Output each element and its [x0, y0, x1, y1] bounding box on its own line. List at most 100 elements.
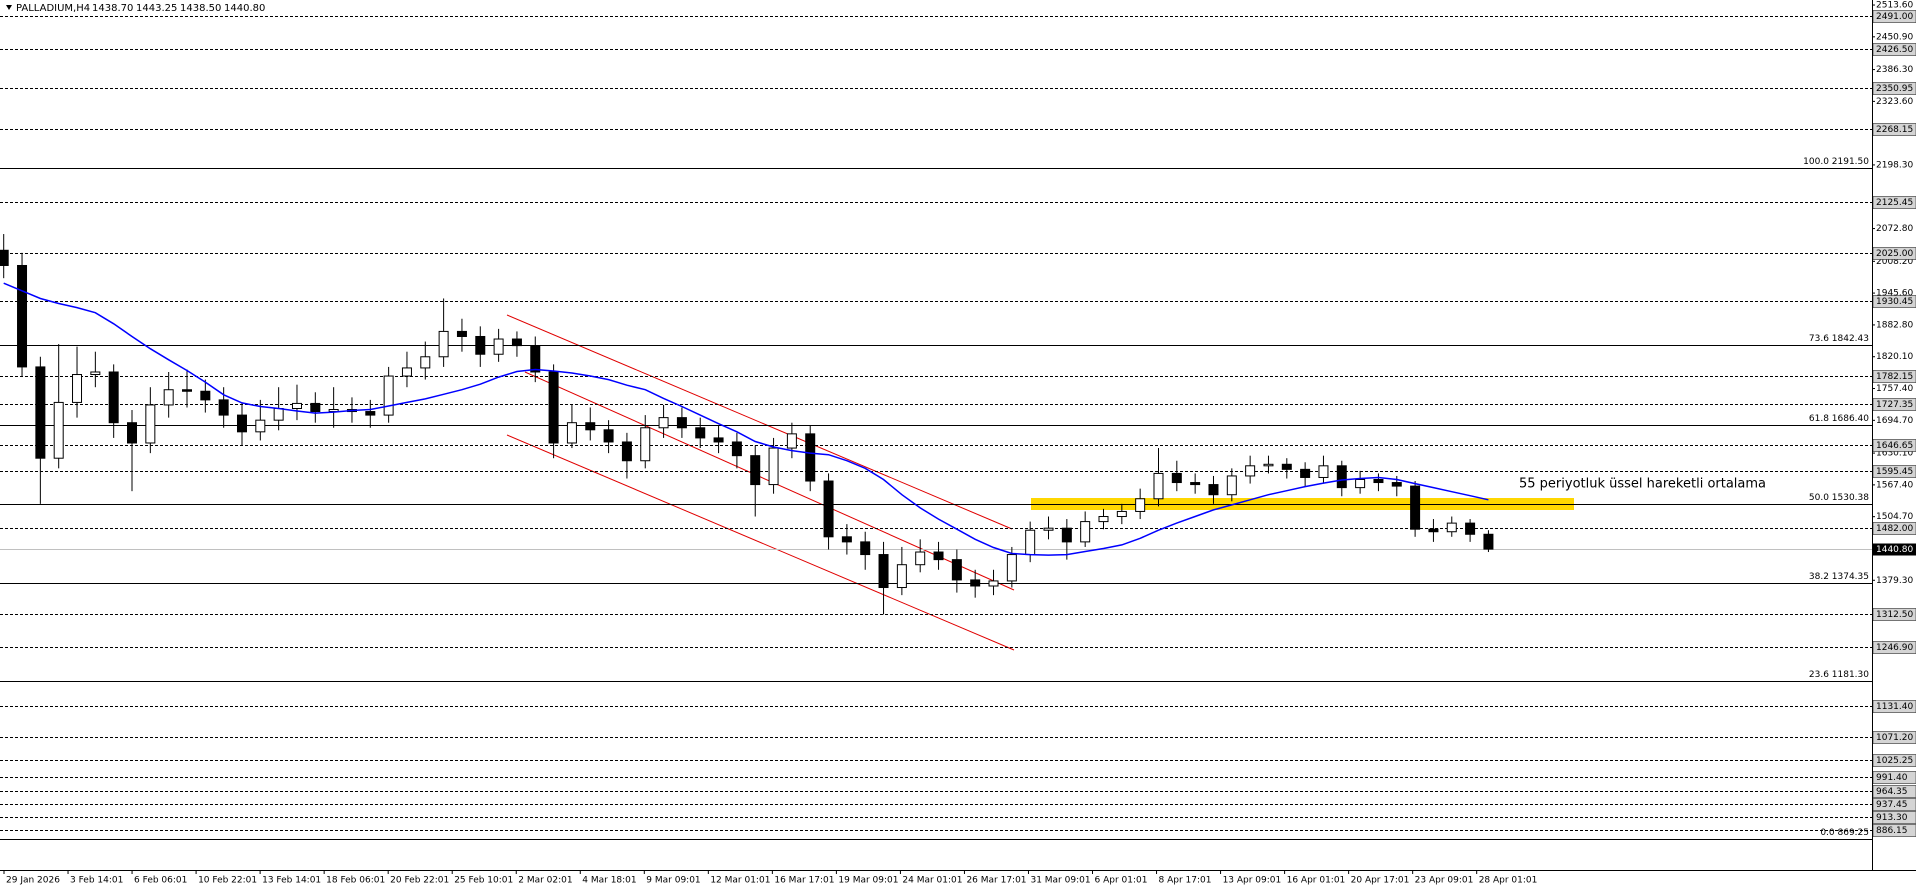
level-box [1872, 731, 1916, 744]
level-box [1872, 295, 1916, 308]
candle-body [951, 559, 962, 581]
x-tick-label: 29 Jan 2026 [6, 876, 60, 886]
candle-body [1135, 498, 1146, 512]
level-box [1872, 43, 1916, 56]
x-tick-label: 26 Mar 17:01 [966, 876, 1026, 886]
candle-body [108, 371, 119, 424]
candle-body [200, 390, 211, 401]
candle-body [1318, 465, 1329, 478]
level-label: 1246.90 [1876, 643, 1913, 653]
y-tick-label: 1882.80 [1876, 320, 1913, 330]
symbol: PALLADIUM,H4 [16, 3, 90, 14]
x-tick-label: 10 Feb 22:01 [198, 876, 257, 886]
x-tick-label: 16 Apr 01:01 [1287, 876, 1346, 886]
level-label: 1646.65 [1876, 441, 1913, 451]
candle-body [127, 422, 138, 444]
candle-body [640, 427, 651, 462]
level-box [1872, 608, 1916, 621]
candle-body [53, 401, 64, 459]
level-box [1872, 465, 1916, 478]
candle-body [1025, 529, 1036, 556]
candle-body [1446, 522, 1457, 533]
x-tick-label: 19 Mar 09:01 [838, 876, 898, 886]
level-box [1872, 522, 1916, 535]
y-tick-label: 1694.70 [1876, 416, 1913, 426]
candle-body [1208, 484, 1219, 496]
channel-upper [506, 314, 1013, 530]
y-tick-label: 1379.30 [1876, 576, 1913, 586]
candle-body [1410, 485, 1421, 530]
candle-body [878, 554, 889, 589]
x-tick-label: 20 Apr 17:01 [1351, 876, 1410, 886]
candle-body [1116, 510, 1127, 518]
candle-body [768, 447, 779, 486]
y-tick-label: 1630.10 [1876, 449, 1913, 459]
candle-body [1153, 472, 1164, 500]
level-box [1872, 196, 1916, 209]
last-bar-value: 1443.25 [136, 3, 177, 14]
level-label: 1131.40 [1876, 702, 1913, 712]
level-label: 886.15 [1876, 826, 1908, 836]
x-tick-label: 4 Mar 18:01 [582, 876, 636, 886]
y-tick-label: 1757.40 [1876, 384, 1913, 394]
candle-body [1245, 465, 1256, 477]
candle-body [1080, 521, 1091, 543]
level-label: 991.40 [1876, 773, 1908, 783]
level-box [1872, 798, 1916, 811]
candle-body [218, 399, 229, 416]
candle-body [750, 455, 761, 486]
menu-triangle [6, 5, 12, 10]
candle-body [695, 427, 706, 439]
current-price-box [1873, 543, 1916, 556]
x-tick-label: 6 Feb 06:01 [134, 876, 187, 886]
level-box [1872, 811, 1916, 824]
candle-body [163, 389, 174, 406]
x-tick-label: 3 Feb 14:01 [70, 876, 123, 886]
y-tick-label: 2323.60 [1876, 97, 1913, 107]
candle-body [0, 249, 9, 266]
level-box [1872, 82, 1916, 95]
candle-body [236, 414, 247, 433]
candle-body [841, 536, 852, 543]
candle-body [72, 374, 83, 403]
candle-body [915, 551, 926, 566]
y-tick-label: 2008.20 [1876, 257, 1913, 267]
level-label: 1782.15 [1876, 372, 1913, 382]
level-box [1872, 370, 1916, 383]
level-label: 2426.50 [1876, 45, 1913, 55]
level-label: 2025.00 [1876, 249, 1913, 259]
x-tick-label: 25 Feb 10:01 [454, 876, 513, 886]
fib-label: 23.6 1181.30 [1809, 670, 1869, 680]
candle-body [1355, 479, 1366, 489]
candle-body [365, 411, 376, 416]
candle-body [1171, 472, 1182, 484]
y-tick-label: 1504.70 [1876, 512, 1913, 522]
level-label: 964.35 [1876, 787, 1908, 797]
candle-body [1465, 522, 1476, 535]
candle-body [713, 437, 724, 443]
y-tick-label: 2386.30 [1876, 65, 1913, 75]
x-tick-label: 12 Mar 01:01 [710, 876, 770, 886]
candle-body [1190, 482, 1201, 486]
x-tick-label: 2 Mar 02:01 [518, 876, 572, 886]
fib-label: 73.6 1842.43 [1809, 334, 1869, 344]
candle-body [1483, 533, 1494, 550]
candle-body [1061, 527, 1072, 543]
candle-body [17, 264, 28, 368]
candle-body [1336, 465, 1347, 489]
candle-body [255, 419, 266, 433]
y-tick-label: 1820.10 [1876, 352, 1913, 362]
level-box [1872, 754, 1916, 767]
candle-body [566, 422, 577, 444]
level-label: 2268.15 [1876, 125, 1913, 135]
fib-label: 100.0 2191.50 [1803, 157, 1869, 167]
candle-body [1391, 482, 1402, 487]
candle-body [456, 330, 467, 337]
last-bar-value: 1440.80 [224, 3, 265, 14]
level-box [1872, 247, 1916, 260]
candle-body [438, 330, 449, 358]
candle-body [621, 441, 632, 462]
candle-body [530, 345, 541, 373]
candle-body [1300, 468, 1311, 478]
